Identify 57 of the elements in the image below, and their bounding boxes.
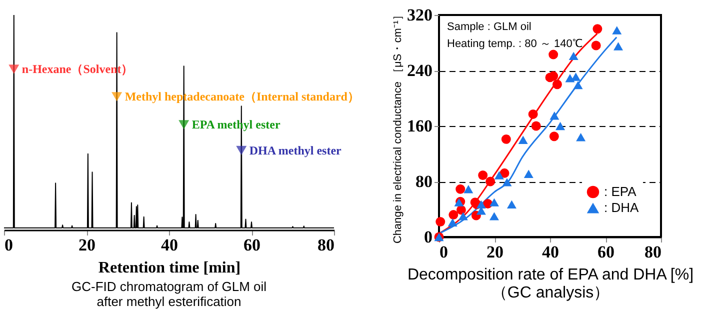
y-tick-label: 160: [407, 116, 432, 136]
point: [489, 212, 499, 220]
x-tick-label: 40: [542, 242, 559, 262]
legend-label: : DHA: [604, 200, 639, 215]
point: [478, 170, 488, 180]
y-tick-label: 80: [416, 172, 432, 191]
x-axis-title: Retention time [min]: [98, 260, 241, 276]
point: [524, 170, 534, 178]
point: [448, 218, 458, 227]
point: [573, 80, 583, 90]
x-tick-label: 20: [78, 236, 96, 254]
point: [550, 111, 560, 120]
x-tick-label: 60: [244, 236, 260, 254]
x-tick-label: 0: [440, 242, 448, 262]
y-tick-label: 240: [407, 61, 432, 80]
annotation: Sample : GLM oil: [447, 21, 532, 33]
point: [531, 121, 541, 131]
point: [448, 210, 458, 220]
y-axis-title: Change in electrical conductance ［μS・cm⁻¹］: [392, 9, 404, 244]
legend-label: : EPA: [604, 184, 637, 199]
point: [501, 134, 511, 144]
point: [568, 52, 578, 60]
point: [502, 178, 512, 186]
x-axis-title: Decomposition rate of EPA and DHA [%] （GC analysis）: [407, 266, 694, 302]
point: [556, 122, 566, 130]
point: [436, 217, 446, 226]
point: [486, 176, 496, 186]
point: [614, 42, 624, 50]
point: [552, 80, 562, 90]
point: [612, 26, 622, 34]
point: [576, 132, 586, 142]
point: [571, 72, 581, 81]
x-tick-label: 80: [318, 236, 334, 254]
point: [456, 184, 466, 194]
x-tick-label: 60: [598, 242, 614, 262]
x-tick-label: 80: [644, 242, 662, 262]
point: [528, 109, 538, 119]
point: [476, 200, 486, 208]
point: [591, 40, 601, 50]
point: [464, 185, 474, 194]
point: [506, 200, 516, 208]
x-tick-label: 20: [486, 242, 504, 262]
point: [548, 50, 558, 60]
annotation: DHA methyl ester: [249, 143, 342, 158]
x-tick-label: 40: [161, 236, 178, 254]
x-tick-label: 0: [4, 236, 13, 254]
point: [458, 212, 468, 220]
point: [549, 132, 559, 142]
point: [592, 24, 602, 34]
point: [548, 71, 558, 81]
point: [500, 168, 510, 178]
point: [489, 198, 499, 206]
y-tick-label: 320: [407, 6, 432, 24]
point: [518, 136, 528, 144]
annotation: Heating temp. : 80 ～ 140℃: [447, 38, 582, 50]
point: [494, 171, 504, 180]
text: GC-FID chromatogram of GLM oil after methyl esterification: [71, 279, 267, 309]
